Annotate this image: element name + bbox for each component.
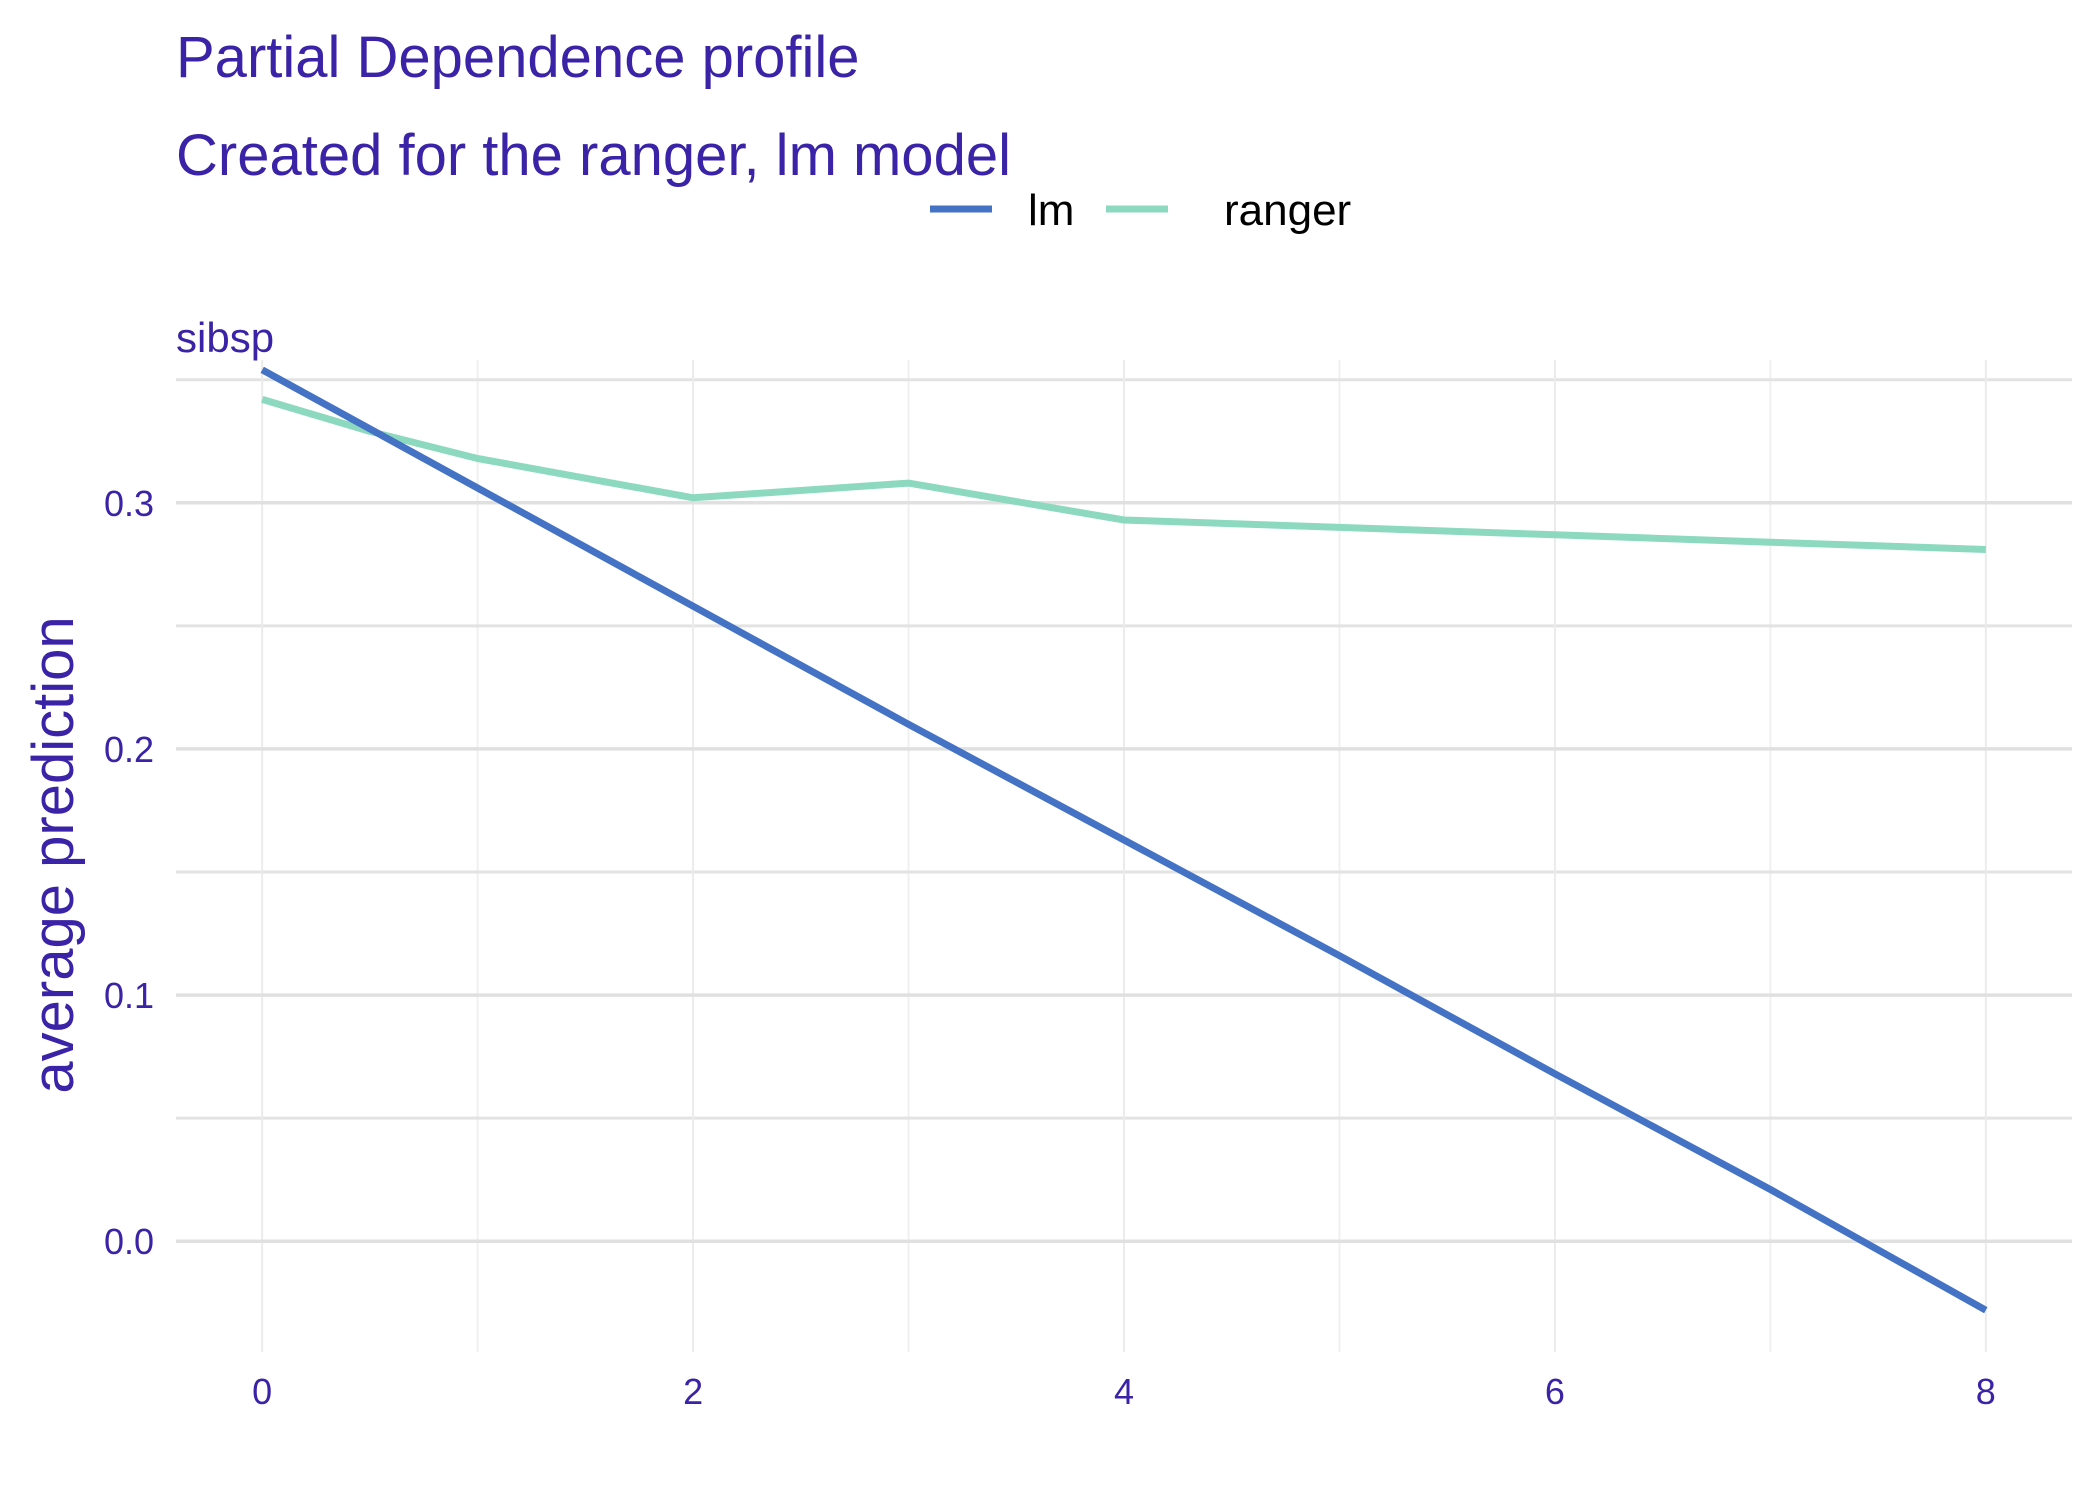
legend-label-lm: lm [1028,186,1074,235]
x-tick-label: 0 [252,1371,272,1412]
y-tick-label: 0.1 [104,975,154,1016]
chart-title: Partial Dependence profile [176,25,860,90]
x-tick-label: 2 [683,1371,703,1412]
legend: lm ranger [930,186,1351,235]
series-line-lm [260,366,1988,1314]
x-tick-label: 8 [1976,1371,1996,1412]
major-gridlines [176,360,2072,1352]
series-lines [260,366,1988,1314]
y-tick-label: 0.0 [104,1221,154,1262]
x-axis-ticks: 0 2 4 6 8 [252,1371,1996,1412]
y-tick-label: 0.2 [104,729,154,770]
x-tick-label: 6 [1545,1371,1565,1412]
chart-subtitle: Created for the ranger, lm model [176,123,1011,188]
x-tick-label: 4 [1114,1371,1134,1412]
series-line-ranger [261,396,1986,553]
y-axis-ticks: 0.0 0.1 0.2 0.3 [104,483,154,1262]
legend-label-ranger: ranger [1224,186,1351,235]
y-tick-label: 0.3 [104,483,154,524]
y-axis-label: average prediction [21,616,86,1093]
panel-label: sibsp [176,314,274,361]
